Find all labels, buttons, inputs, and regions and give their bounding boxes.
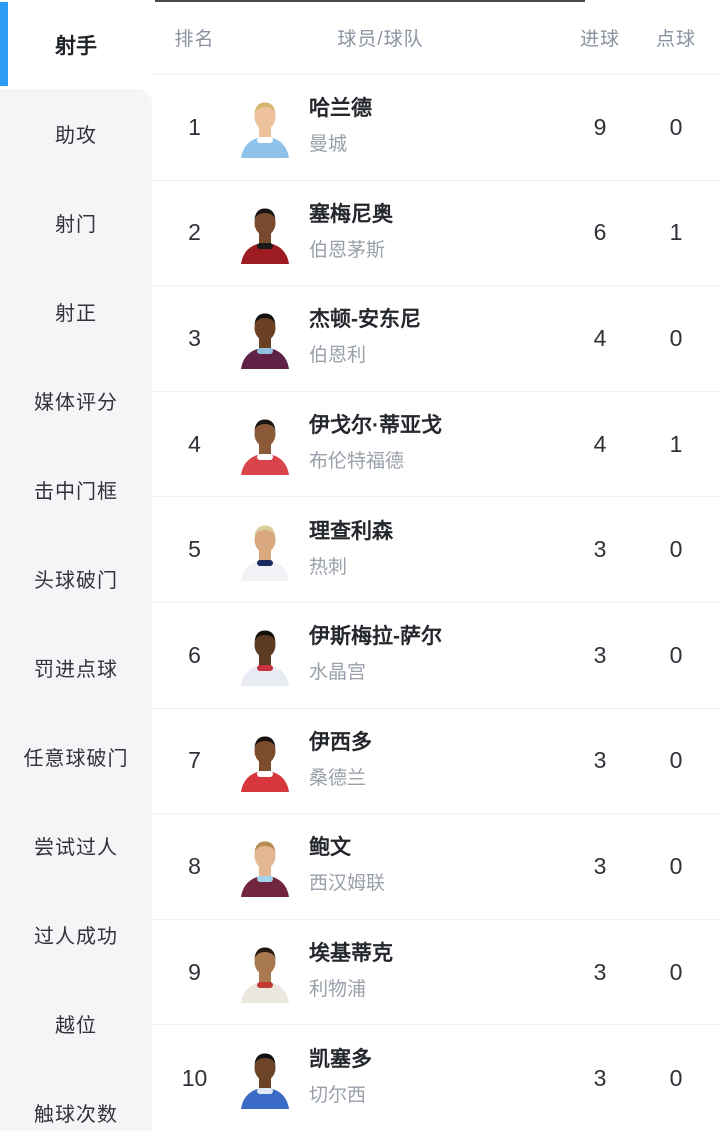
header-penalties: 点球 (655, 28, 696, 50)
player-team: 桑德兰 (309, 767, 367, 789)
rank-value: 2 (188, 219, 201, 246)
rank-value: 8 (188, 852, 201, 879)
player-avatar (237, 1047, 293, 1110)
table-row[interactable]: 10 凯塞多切尔西 3 0 (152, 1025, 720, 1131)
table-row[interactable]: 7 伊西多桑德兰 3 0 (152, 708, 720, 815)
penalties-value: 0 (669, 324, 683, 351)
goals-value: 3 (593, 958, 607, 985)
rank-value: 10 (181, 1064, 208, 1091)
table-row[interactable]: 6 伊斯梅拉-萨尔 水晶宫 3 0 (152, 602, 720, 709)
sidebar-item-penalties-scored[interactable]: 罚进点球 (34, 659, 118, 681)
player-team: 曼城 (309, 134, 348, 156)
player-avatar (237, 202, 293, 264)
penalties-value: 0 (669, 536, 683, 563)
player-team: 利物浦 (309, 979, 367, 1001)
player-name: 伊戈尔·蒂亚戈 (309, 414, 442, 438)
goals-value: 3 (593, 536, 607, 563)
player-team: 伯恩茅斯 (309, 239, 386, 261)
sidebar-item-assists[interactable]: 助攻 (55, 125, 97, 147)
header-player: 球员/球队 (337, 28, 424, 50)
player-team: 布伦特福德 (309, 451, 405, 473)
table-row[interactable]: 2 塞梅尼奥伯恩茅斯 6 1 (152, 180, 720, 287)
scorers-table: 排名 球员/球队 进球 点球 1 哈兰德曼城 9 0 2 塞梅尼奥伯恩茅斯 6 … (152, 0, 720, 1131)
player-team: 西汉姆联 (309, 873, 386, 895)
sidebar-item-freekick-goals[interactable]: 任意球破门 (23, 748, 129, 770)
header-goals: 进球 (579, 28, 620, 50)
player-name: 伊西多 (309, 730, 372, 754)
table-row[interactable]: 3 杰顿-安东尼 伯恩利 4 0 (152, 286, 720, 392)
player-name: 埃基蒂克 (309, 942, 393, 966)
player-name: 理查利森 (309, 519, 393, 543)
goals-value: 3 (593, 641, 607, 668)
rank-value: 7 (188, 747, 201, 774)
penalties-value: 1 (669, 430, 683, 457)
rank-value: 5 (188, 536, 201, 563)
table-row[interactable]: 9 埃基蒂克利物浦 3 0 (152, 919, 720, 1026)
player-avatar (237, 624, 293, 687)
rank-value: 9 (188, 958, 201, 985)
goals-value: 3 (593, 852, 607, 879)
player-team: 伯恩利 (309, 345, 367, 367)
penalties-value: 0 (669, 958, 683, 985)
goals-value: 4 (593, 430, 607, 457)
player-avatar (237, 519, 293, 581)
player-name: 伊斯梅拉-萨尔 (309, 625, 442, 649)
rank-value: 4 (188, 430, 201, 457)
sidebar-item-media-rating[interactable]: 媒体评分 (34, 392, 118, 414)
sidebar-item-dribble-attempts[interactable]: 尝试过人 (34, 837, 118, 859)
player-avatar (237, 96, 293, 159)
penalties-value: 0 (669, 747, 683, 774)
rank-value: 1 (188, 113, 201, 140)
rank-value: 3 (188, 324, 201, 351)
top-divider (155, 0, 585, 2)
table-row[interactable]: 5 理查利森热刺 3 0 (152, 497, 720, 603)
table-row[interactable]: 4 伊戈尔·蒂亚戈 布伦特福德 4 1 (152, 391, 720, 498)
player-avatar (237, 307, 293, 370)
goals-value: 6 (593, 219, 607, 246)
penalties-value: 1 (669, 219, 683, 246)
goals-value: 4 (593, 324, 607, 351)
sidebar-item-offsides[interactable]: 越位 (55, 1015, 97, 1037)
sidebar-item-shots-on-target[interactable]: 射正 (55, 303, 97, 325)
player-avatar (237, 413, 293, 476)
sidebar-item-shots[interactable]: 射门 (55, 214, 97, 236)
sidebar-item-woodwork[interactable]: 击中门框 (34, 481, 118, 503)
active-tab-indicator (0, 2, 8, 86)
table-header-row: 排名 球员/球队 进球 点球 (152, 0, 720, 75)
goals-value: 3 (593, 1064, 607, 1091)
player-name: 哈兰德 (309, 97, 372, 121)
player-name: 杰顿-安东尼 (309, 308, 421, 332)
goals-value: 3 (593, 747, 607, 774)
player-team: 热刺 (309, 556, 348, 578)
table-row[interactable]: 1 哈兰德曼城 9 0 (152, 75, 720, 181)
player-name: 塞梅尼奥 (309, 202, 393, 226)
sidebar-item-dribble-success[interactable]: 过人成功 (34, 926, 118, 948)
player-team: 切尔西 (309, 1085, 367, 1107)
sidebar-menu: 助攻 射门 射正 媒体评分 击中门框 头球破门 罚进点球 任意球破门 尝试过人 … (0, 89, 152, 1131)
header-rank: 排名 (174, 28, 215, 50)
player-name: 鲍文 (309, 836, 351, 860)
goals-value: 9 (593, 113, 607, 140)
sidebar-item-scorers-active[interactable]: 射手 (0, 0, 152, 89)
player-name: 凯塞多 (309, 1048, 372, 1072)
player-avatar (237, 835, 293, 898)
rank-value: 6 (188, 641, 201, 668)
penalties-value: 0 (669, 1064, 683, 1091)
table-row[interactable]: 8 鲍文西汉姆联 3 0 (152, 814, 720, 920)
sidebar-active-label: 射手 (55, 34, 97, 58)
player-avatar (237, 941, 293, 1004)
sidebar-item-touches[interactable]: 触球次数 (34, 1104, 118, 1126)
penalties-value: 0 (669, 852, 683, 879)
penalties-value: 0 (669, 113, 683, 140)
stats-sidebar: 射手 助攻 射门 射正 媒体评分 击中门框 头球破门 罚进点球 任意球破门 尝试… (0, 0, 152, 1131)
player-avatar (237, 730, 293, 792)
player-team: 水晶宫 (309, 662, 367, 684)
sidebar-item-headed-goals[interactable]: 头球破门 (34, 570, 118, 592)
penalties-value: 0 (669, 641, 683, 668)
